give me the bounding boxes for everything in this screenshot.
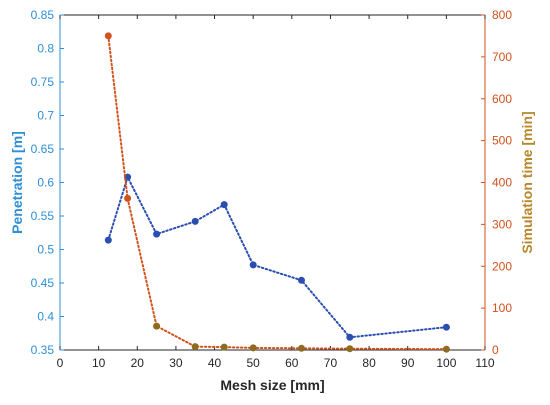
- series-right-point: [220, 343, 228, 351]
- left-y-tick-label: 0.65: [31, 142, 55, 156]
- right-y-tick-label: 0: [492, 343, 499, 357]
- series-left-point: [220, 201, 228, 209]
- series-left-point: [442, 323, 450, 331]
- left-y-tick-label: 0.75: [31, 75, 55, 89]
- series-right-point: [191, 343, 199, 351]
- series-right-point: [298, 344, 305, 352]
- left-y-tick-label: 0.7: [37, 109, 54, 123]
- x-tick-label: 100: [436, 356, 456, 370]
- x-tick-label: 50: [247, 356, 261, 370]
- left-y-tick-label: 0.85: [31, 8, 55, 22]
- x-tick-label: 20: [131, 356, 145, 370]
- x-axis-title: Mesh size [mm]: [220, 377, 324, 393]
- series-left-point: [153, 230, 161, 238]
- right-y-tick-label: 100: [492, 301, 512, 315]
- left-y-tick-label: 0.5: [37, 243, 54, 257]
- x-tick-label: 0: [57, 356, 64, 370]
- series-left-line: [107, 174, 448, 339]
- left-y-axis-title: Penetration [m]: [9, 131, 25, 234]
- x-tick-label: 30: [169, 356, 183, 370]
- right-y-axis-title: Simulation time [min]: [519, 111, 535, 253]
- series-left-point: [191, 217, 199, 225]
- series-right-point: [346, 345, 354, 353]
- series-right-point: [442, 345, 450, 353]
- right-y-tick-label: 800: [492, 8, 512, 22]
- x-tick-label: 10: [92, 356, 106, 370]
- x-tick-label: 110: [475, 356, 494, 370]
- series-right-line: [107, 34, 448, 351]
- right-y-tick-label: 400: [492, 176, 512, 190]
- x-tick-label: 90: [401, 356, 415, 370]
- left-y-tick-label: 0.45: [31, 276, 55, 290]
- right-y-tick-label: 700: [492, 50, 512, 64]
- series-left-point: [104, 236, 112, 244]
- series-right-point: [249, 344, 257, 352]
- x-tick-label: 80: [362, 356, 376, 370]
- right-y-tick-label: 200: [492, 259, 512, 273]
- series-right-point: [124, 194, 132, 202]
- left-y-tick-label: 0.35: [31, 343, 55, 357]
- right-y-tick-label: 500: [492, 134, 512, 148]
- x-tick-label: 70: [324, 356, 338, 370]
- series-left-point: [298, 276, 305, 284]
- series-left-point: [249, 261, 257, 269]
- series-right-point: [153, 322, 161, 330]
- right-y-tick-label: 300: [492, 217, 512, 231]
- left-y-tick-label: 0.6: [37, 176, 54, 190]
- left-y-tick-label: 0.4: [37, 310, 54, 324]
- x-tick-label: 40: [208, 356, 222, 370]
- left-y-tick-label: 0.8: [37, 42, 54, 56]
- left-y-tick-label: 0.55: [31, 209, 55, 223]
- series-left-point: [346, 333, 354, 341]
- right-y-tick-label: 600: [492, 92, 512, 106]
- series-right-point: [104, 32, 112, 40]
- x-tick-label: 60: [285, 356, 299, 370]
